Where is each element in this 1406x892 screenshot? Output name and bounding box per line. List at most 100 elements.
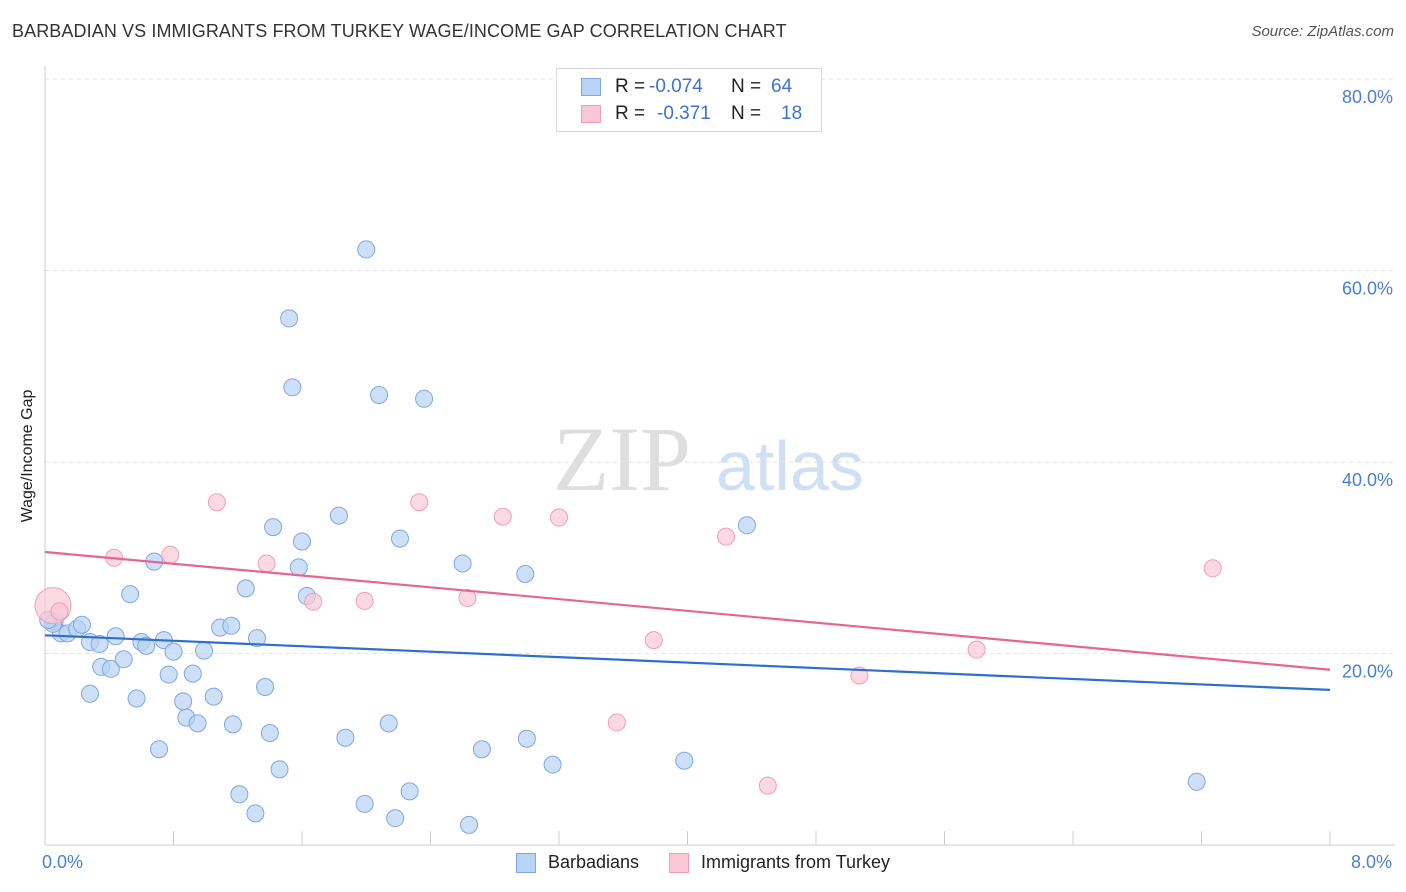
legend-row-turkey: R = -0.371 N = 18 <box>581 102 802 126</box>
barbadian-point[interactable] <box>236 579 255 598</box>
barbadian-point[interactable] <box>400 782 419 801</box>
legend-n-value: 18 <box>781 103 803 124</box>
barbadian-point[interactable] <box>293 532 311 551</box>
series-label: Barbadians <box>547 852 640 872</box>
series-label: Immigrants from Turkey <box>701 852 891 872</box>
turkey-point[interactable] <box>1203 559 1222 578</box>
barbadian-point[interactable] <box>114 650 133 669</box>
barbadian-point[interactable] <box>370 385 389 404</box>
turkey-point[interactable] <box>967 640 986 659</box>
turkey-point[interactable] <box>758 776 777 795</box>
barbadian-point[interactable] <box>127 689 146 708</box>
barbadian-point[interactable] <box>379 714 398 733</box>
barbadian-point[interactable] <box>283 378 302 397</box>
chart-title: BARBADIAN VS IMMIGRANTS FROM TURKEY WAGE… <box>12 21 787 41</box>
x-tick-label-max: 8.0% <box>1350 852 1392 872</box>
barbadian-point[interactable] <box>260 723 279 742</box>
turkey-point[interactable] <box>850 666 869 685</box>
barbadian-point[interactable] <box>90 634 109 653</box>
barbadian-point[interactable] <box>222 616 241 635</box>
legend-n-label: N = <box>731 76 762 97</box>
barbadian-point[interactable] <box>357 240 376 259</box>
barbadian-point[interactable] <box>159 665 178 684</box>
barbadian-trend-line <box>44 634 1331 691</box>
barbadian-point[interactable] <box>150 740 169 759</box>
barbadian-point[interactable] <box>164 642 183 661</box>
barbadian-point[interactable] <box>248 629 267 648</box>
barbadian-point[interactable] <box>415 389 434 408</box>
legend-r-label: R = <box>615 76 646 97</box>
barbadian-point[interactable] <box>737 516 756 535</box>
barbadian-point[interactable] <box>289 558 308 577</box>
turkey-trend-line <box>44 550 1331 671</box>
barbadian-point[interactable] <box>204 687 223 706</box>
source-label: Source: ZipAtlas.com <box>1251 23 1394 40</box>
watermark-zip: ZIP <box>553 408 691 510</box>
turkey-point[interactable] <box>410 493 429 512</box>
barbadian-point[interactable] <box>355 794 374 813</box>
watermark: ZIP atlas <box>553 408 864 510</box>
barbadian-point[interactable] <box>270 760 289 779</box>
barbadian-point[interactable] <box>264 518 283 537</box>
barbadian-point[interactable] <box>516 565 535 584</box>
legend-row-barbadians: R = -0.074 N = 64 <box>581 75 792 99</box>
barbadian-point[interactable] <box>453 554 472 573</box>
barbadian-point[interactable] <box>230 785 249 804</box>
series-legend-turkey[interactable]: Immigrants from Turkey <box>669 852 890 873</box>
legend-r-value: -0.371 <box>657 103 711 124</box>
turkey-point[interactable] <box>550 508 568 527</box>
barbadian-point[interactable] <box>106 627 125 646</box>
barbadian-point[interactable] <box>329 506 348 525</box>
turkey-point[interactable] <box>50 602 69 621</box>
barbadian-point[interactable] <box>460 815 479 834</box>
barbadian-point[interactable] <box>1187 772 1206 791</box>
turkey-point[interactable] <box>458 588 477 607</box>
turkey-point[interactable] <box>644 631 663 650</box>
y-tick-label: 20.0% <box>1342 662 1393 682</box>
barbadian-point[interactable] <box>80 684 99 703</box>
barbadian-point[interactable] <box>386 809 405 828</box>
turkey-point[interactable] <box>355 591 374 610</box>
correlation-legend: R = -0.074 N = 64 R = -0.371 N = 18 <box>556 68 822 132</box>
y-tick-label: 40.0% <box>1342 470 1393 490</box>
legend-swatch-blue <box>581 78 601 96</box>
watermark-atlas: atlas <box>716 427 864 505</box>
barbadian-point[interactable] <box>101 659 120 678</box>
legend-n-label: N = <box>731 103 762 124</box>
series-legend-barbadians[interactable]: Barbadians <box>515 852 640 873</box>
barbadian-point[interactable] <box>137 636 156 655</box>
barbadian-point[interactable] <box>675 751 694 770</box>
barbadian-point[interactable] <box>543 755 562 774</box>
barbadian-point[interactable] <box>188 714 207 733</box>
legend-r-label: R = <box>615 103 646 124</box>
x-tick-label-min: 0.0% <box>42 852 84 872</box>
legend-r-value: -0.074 <box>649 76 703 97</box>
turkey-point[interactable] <box>207 493 226 512</box>
barbadian-point[interactable] <box>390 529 409 548</box>
barbadian-point[interactable] <box>336 728 355 747</box>
barbadian-point[interactable] <box>121 585 140 604</box>
barbadian-point[interactable] <box>280 309 299 328</box>
barbadian-point[interactable] <box>223 715 242 734</box>
turkey-point[interactable] <box>257 554 276 573</box>
barbadian-point[interactable] <box>517 729 536 748</box>
barbadian-point[interactable] <box>72 615 91 634</box>
turkey-point[interactable] <box>717 527 736 546</box>
barbadian-point[interactable] <box>195 641 214 660</box>
barbadian-point[interactable] <box>472 740 491 759</box>
turkey-point[interactable] <box>304 592 323 611</box>
barbadian-point[interactable] <box>246 804 265 823</box>
barbadian-point[interactable] <box>256 678 275 697</box>
series-swatch-pink <box>669 852 690 873</box>
barbadian-point[interactable] <box>183 664 202 683</box>
turkey-point[interactable] <box>493 507 512 526</box>
turkey-point[interactable] <box>607 713 626 732</box>
y-tick-label: 60.0% <box>1342 279 1393 299</box>
series-swatch-blue <box>515 852 536 873</box>
turkey-point[interactable] <box>161 545 180 564</box>
series-legend: Barbadians Immigrants from Turkey <box>0 852 1406 873</box>
legend-swatch-pink <box>581 105 601 123</box>
legend-n-value: 64 <box>771 76 793 97</box>
barbadian-point[interactable] <box>174 692 193 711</box>
